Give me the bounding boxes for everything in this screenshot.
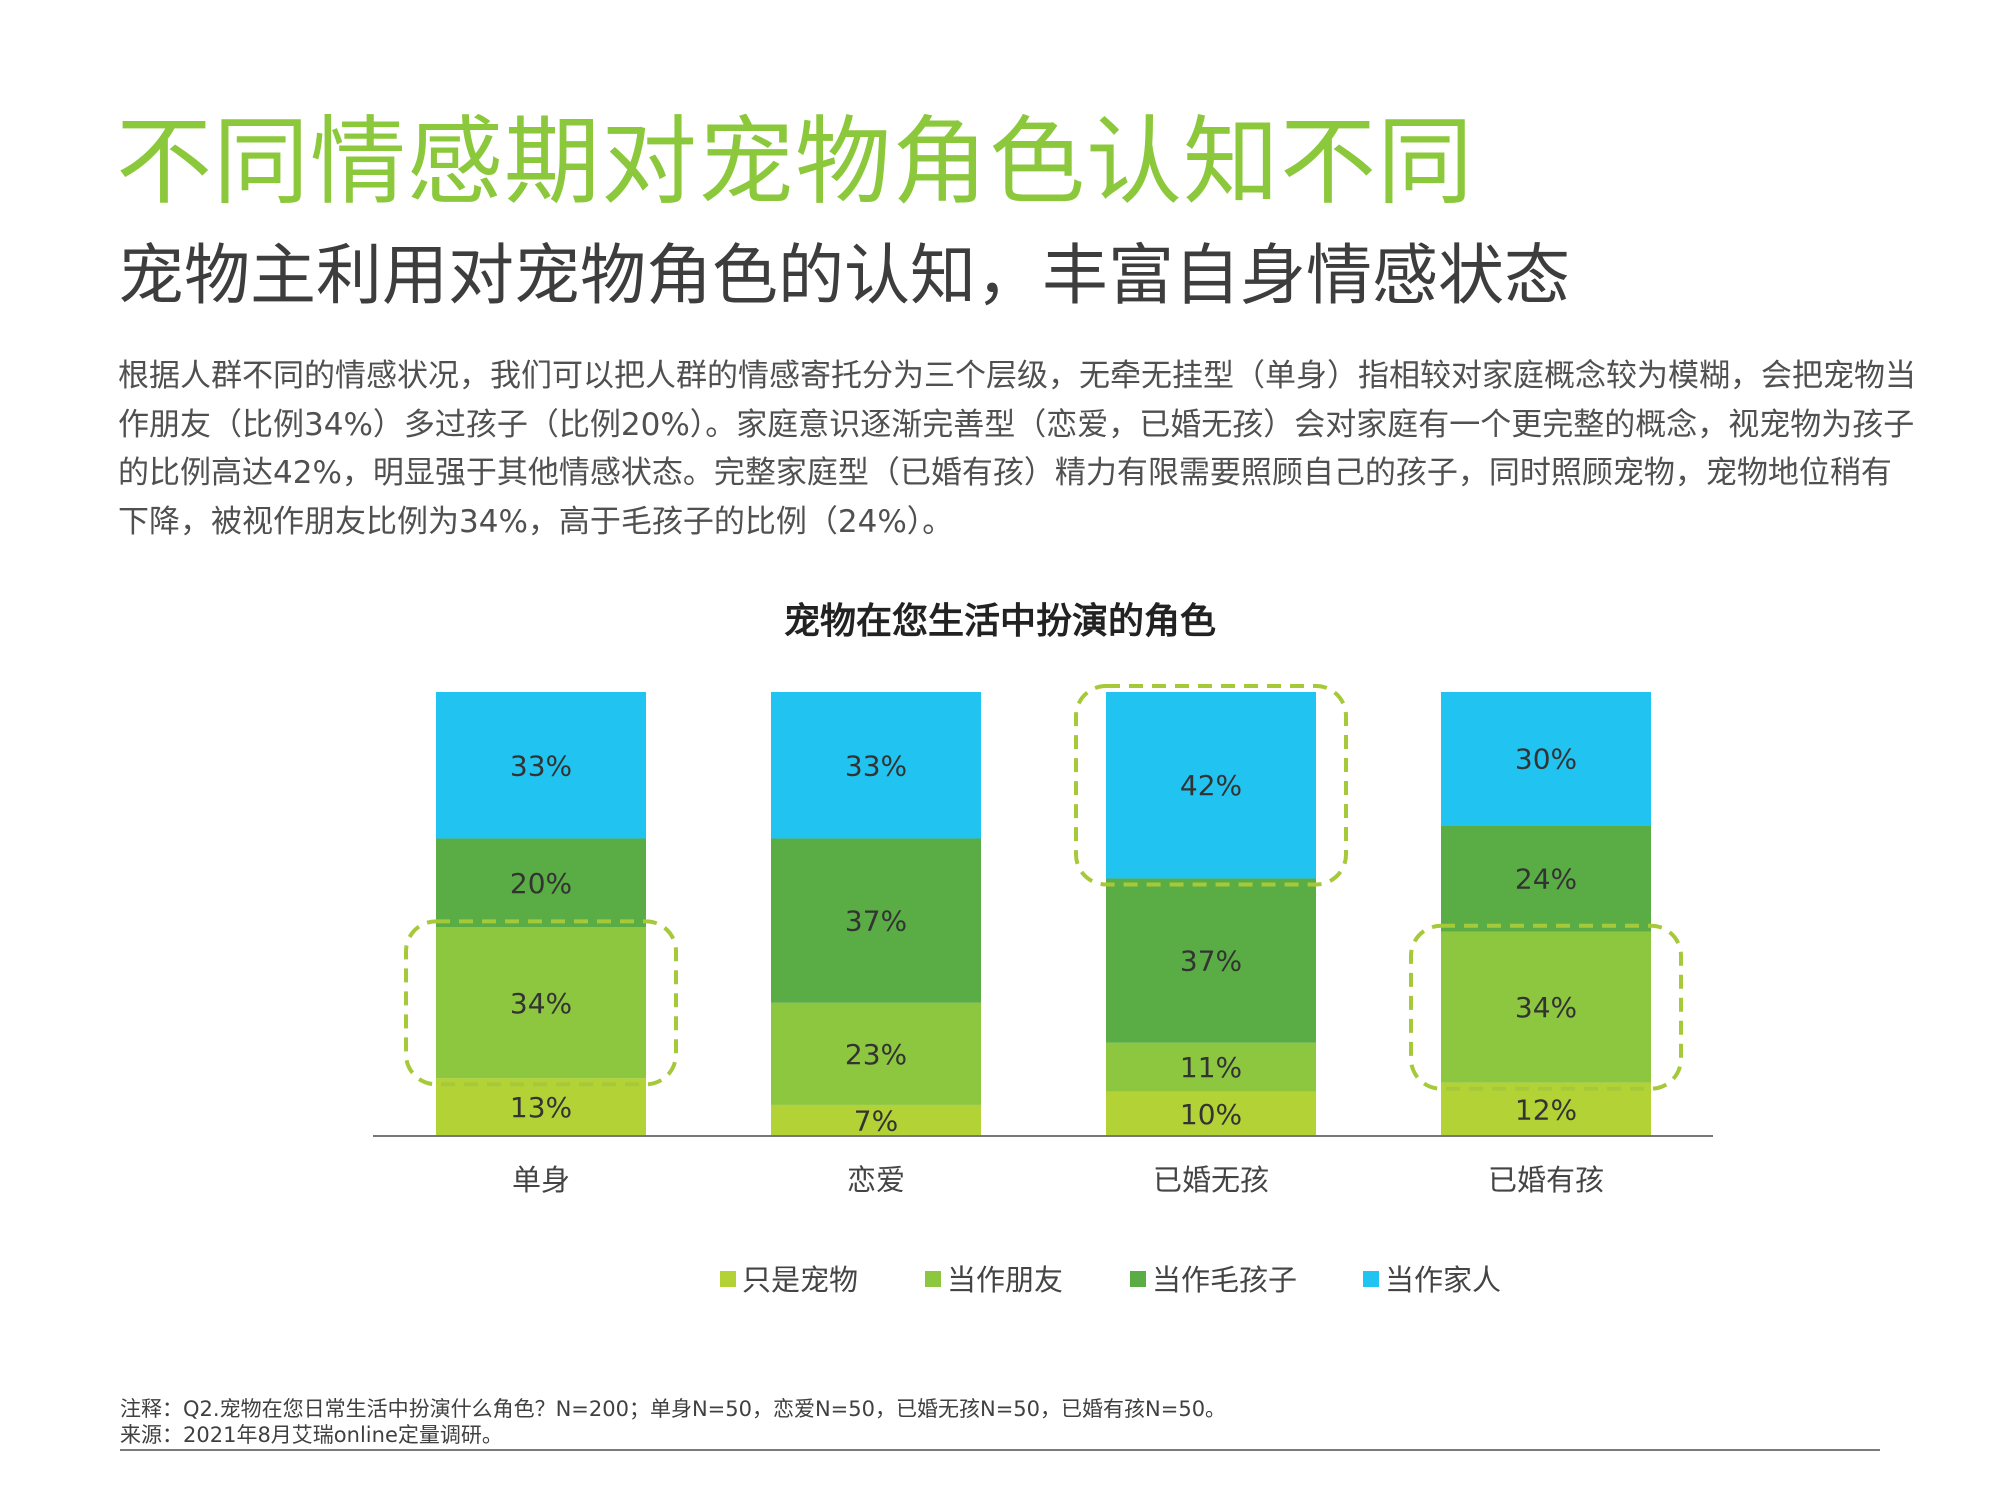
legend-label: 当作朋友 (947, 1263, 1063, 1297)
footnote-source: 来源：2021年8月艾瑞online定量调研。 (120, 1423, 503, 1447)
data-label: 37% (1180, 945, 1242, 978)
data-label: 30% (1515, 743, 1577, 776)
data-label: 11% (1180, 1051, 1242, 1084)
bar-segment (1441, 1082, 1651, 1136)
legend-swatch (1130, 1271, 1146, 1287)
category-label: 恋爱 (847, 1163, 905, 1197)
legend-swatch (925, 1271, 941, 1287)
data-label: 37% (845, 905, 907, 938)
category-label: 已婚有孩 (1488, 1163, 1604, 1197)
footer-divider (120, 1449, 1880, 1451)
highlight-box (1409, 923, 1683, 1091)
page-title: 不同情感期对宠物角色认知不同 (116, 106, 1474, 218)
bar-segment (436, 692, 646, 839)
data-label: 7% (854, 1104, 898, 1137)
bar-segment (1106, 692, 1316, 879)
bar-segment (436, 927, 646, 1079)
data-label: 20% (510, 867, 572, 900)
bar-segment (771, 1104, 981, 1136)
data-label: 34% (1515, 991, 1577, 1024)
bar-segment (1106, 878, 1316, 1043)
footnote-note: 注释：Q2.宠物在您日常生活中扮演什么角色？N=200；单身N=50，恋爱N=5… (120, 1397, 1227, 1421)
bar-segment (1441, 692, 1651, 826)
bar-segment (1441, 931, 1651, 1083)
data-label: 24% (1515, 862, 1577, 895)
data-label: 33% (845, 749, 907, 782)
category-label: 单身 (512, 1163, 570, 1197)
bar-segment (1441, 825, 1651, 932)
data-label: 23% (845, 1038, 907, 1071)
data-label: 13% (510, 1091, 572, 1124)
bar-segment (1106, 1042, 1316, 1092)
data-label: 12% (1515, 1093, 1577, 1126)
data-label: 42% (1180, 769, 1242, 802)
legend-label: 当作毛孩子 (1152, 1263, 1297, 1297)
chart-title: 宠物在您生活中扮演的角色 (783, 601, 1216, 642)
highlight-box (404, 919, 678, 1087)
highlight-box (1074, 684, 1348, 887)
bar-segment (771, 838, 981, 1003)
body-paragraph: 根据人群不同的情感状况，我们可以把人群的情感寄托分为三个层级，无牵无挂型（单身）… (118, 358, 1916, 540)
legend-label: 当作家人 (1385, 1263, 1501, 1297)
data-label: 34% (510, 987, 572, 1020)
legend-swatch (720, 1271, 736, 1287)
page-subtitle: 宠物主利用对宠物角色的认知，丰富自身情感状态 (118, 237, 1570, 314)
bar-segment (436, 1078, 646, 1136)
bar-segment (771, 1002, 981, 1105)
category-label: 已婚无孩 (1153, 1163, 1269, 1197)
legend-label: 只是宠物 (742, 1263, 858, 1297)
legend-swatch (1363, 1271, 1379, 1287)
data-label: 33% (510, 749, 572, 782)
bar-segment (436, 838, 646, 928)
data-label: 10% (1180, 1098, 1242, 1131)
bar-segment (771, 692, 981, 839)
bar-segment (1106, 1091, 1316, 1136)
